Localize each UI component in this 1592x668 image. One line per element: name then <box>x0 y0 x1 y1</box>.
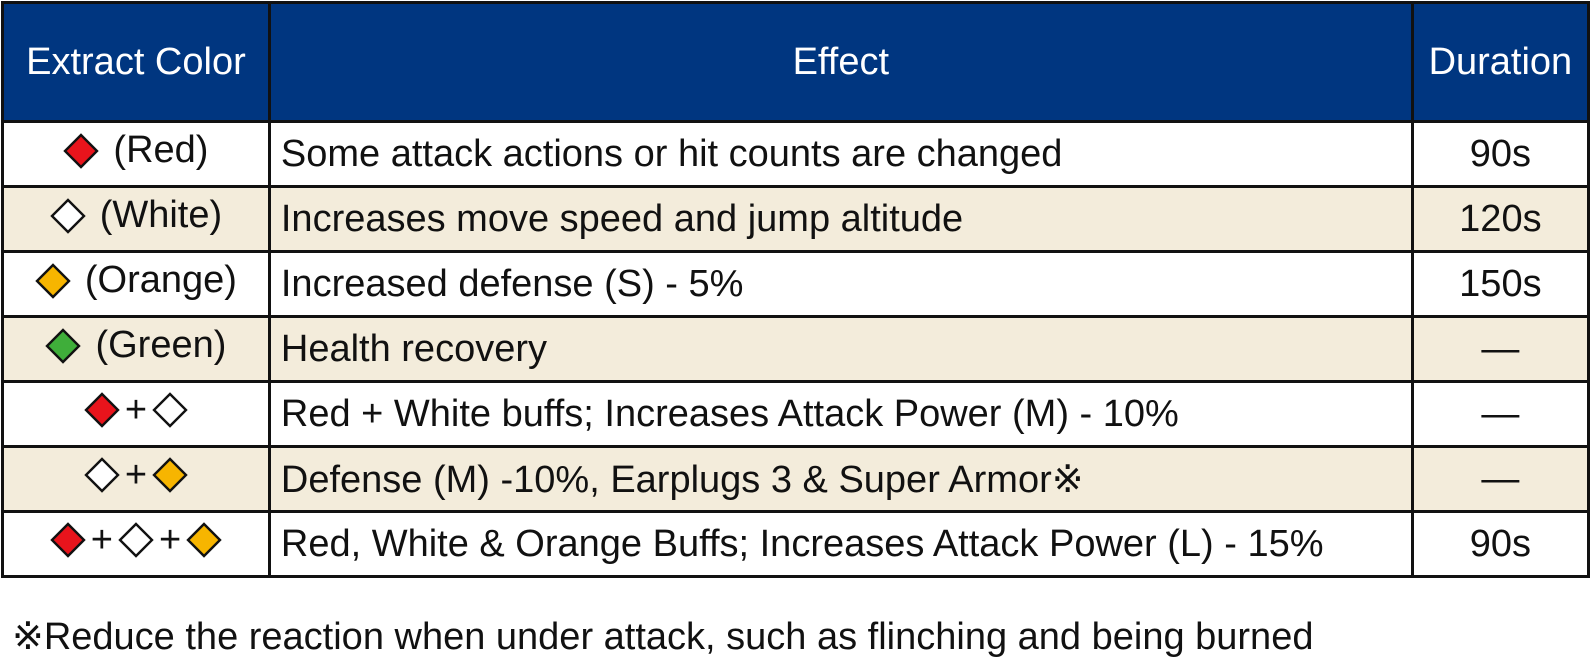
duration-cell: 120s <box>1410 185 1591 253</box>
duration-cell: 90s <box>1410 120 1591 188</box>
plus-sign: + <box>124 388 148 431</box>
color-combo: + <box>84 456 188 494</box>
white-diamond-icon <box>50 198 86 234</box>
color-single <box>45 328 82 364</box>
plus-sign: + <box>158 518 182 561</box>
table-header: Extract Color Effect Duration <box>1 1 1591 123</box>
table-body: (Red) Some attack actions or hit counts a… <box>1 120 1591 578</box>
duration-cell: 150s <box>1410 250 1591 318</box>
table-row: + Red + White buffs; Increases Attack Pow… <box>1 380 1591 448</box>
effect-cell: Red, White & Orange Buffs; Increases Att… <box>267 510 1414 578</box>
extract-color-content: + + <box>50 521 222 559</box>
extract-color-label: (Orange) <box>84 259 237 302</box>
red-diamond-icon <box>63 133 100 169</box>
red-diamond-icon <box>84 391 120 428</box>
green-diamond-icon <box>45 328 82 364</box>
white-diamond-icon <box>152 391 188 428</box>
effect-cell: Some attack actions or hit counts are ch… <box>267 120 1414 188</box>
table-row: + + Red, White & Orange Buffs; Increases A… <box>1 510 1591 578</box>
table-row: + Defense (M) -10%, Earplugs 3 & Super Ar… <box>1 445 1591 513</box>
effect-cell: Defense (M) -10%, Earplugs 3 & Super Arm… <box>267 445 1414 513</box>
plus-sign: + <box>124 453 148 496</box>
extract-color-content: (Green) <box>45 324 226 367</box>
extract-color-content: (Red) <box>63 129 208 172</box>
color-combo: + <box>84 391 188 429</box>
header-extract-color: Extract Color <box>1 1 271 123</box>
extract-color-content: (White) <box>50 194 222 237</box>
duration-cell: — <box>1410 315 1591 383</box>
orange-diamond-icon <box>186 521 222 558</box>
effect-cell: Increased defense (S) - 5% <box>267 250 1414 318</box>
effect-cell: Health recovery <box>267 315 1414 383</box>
color-single <box>50 198 86 234</box>
header-row: Extract Color Effect Duration <box>1 1 1591 123</box>
extract-color-cell: + + <box>1 510 271 578</box>
table-row: (Green) Health recovery — <box>1 315 1591 383</box>
extract-color-content: + <box>84 391 188 429</box>
extract-color-cell: (Orange) <box>1 250 271 318</box>
extract-color-content: (Orange) <box>35 259 237 302</box>
color-single <box>35 263 71 299</box>
effect-cell: Increases move speed and jump altitude <box>267 185 1414 253</box>
extract-color-label: (Green) <box>95 324 227 367</box>
white-diamond-icon <box>84 456 120 493</box>
duration-cell: — <box>1410 380 1591 448</box>
extract-color-content: + <box>84 456 188 494</box>
red-diamond-icon <box>50 521 86 558</box>
extract-color-cell: (Green) <box>1 315 271 383</box>
orange-diamond-icon <box>35 263 71 299</box>
header-duration: Duration <box>1410 1 1591 123</box>
table-row: (Orange) Increased defense (S) - 5% 150s <box>1 250 1591 318</box>
extract-effects-table: Extract Color Effect Duration (Red) Some … <box>1 1 1591 578</box>
effect-cell: Red + White buffs; Increases Attack Powe… <box>267 380 1414 448</box>
extract-color-label: (White) <box>99 194 223 237</box>
extract-color-cell: (Red) <box>1 120 271 188</box>
extract-color-cell: + <box>1 445 271 513</box>
plus-sign: + <box>90 518 113 561</box>
color-single <box>63 133 100 169</box>
table-row: (White) Increases move speed and jump alt… <box>1 185 1591 253</box>
duration-cell: — <box>1410 445 1591 513</box>
white-diamond-icon <box>118 521 154 558</box>
header-effect: Effect <box>267 1 1414 123</box>
color-combo: + + <box>50 521 222 559</box>
table-row: (Red) Some attack actions or hit counts a… <box>1 120 1591 188</box>
extract-color-label: (Red) <box>113 129 209 172</box>
duration-cell: 90s <box>1410 510 1591 578</box>
extract-color-cell: (White) <box>1 185 271 253</box>
footnote: ※Reduce the reaction when under attack, … <box>12 616 1314 658</box>
extract-color-cell: + <box>1 380 271 448</box>
orange-diamond-icon <box>152 456 188 493</box>
